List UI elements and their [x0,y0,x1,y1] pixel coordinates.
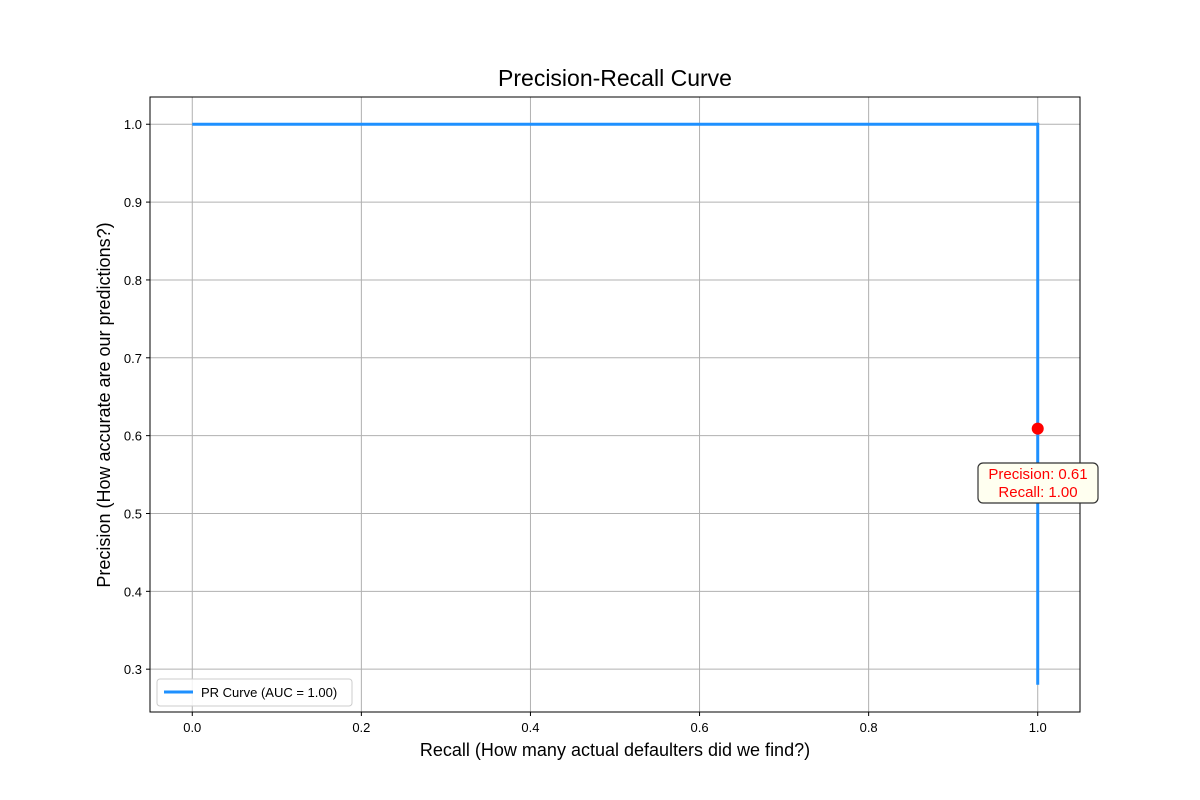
legend-label: PR Curve (AUC = 1.00) [201,685,337,700]
y-tick-label: 0.6 [124,429,142,444]
x-tick-label: 0.4 [521,720,539,735]
y-tick-label: 0.7 [124,351,142,366]
y-tick-label: 0.3 [124,662,142,677]
x-tick-label: 0.8 [860,720,878,735]
plot-area-frame [149,96,1081,713]
legend: PR Curve (AUC = 1.00) [156,678,353,707]
annotation-background [977,462,1099,504]
x-tick-label: 0.6 [691,720,709,735]
y-tick-label: 0.9 [124,195,142,210]
chart-title: Precision-Recall Curve [498,65,732,91]
y-tick-label: 0.8 [124,273,142,288]
x-axis-title: Recall (How many actual defaulters did w… [420,740,810,760]
x-tick-label: 0.2 [352,720,370,735]
x-tick-label: 0.0 [183,720,201,735]
annotation-box: Precision: 0.61 Recall: 1.00 [977,462,1099,504]
operating-point-marker [1031,422,1044,435]
y-tick-label: 0.4 [124,584,142,599]
annotation-precision-text: Precision: 0.61 [988,466,1087,483]
annotation-recall-text: Recall: 1.00 [998,484,1077,501]
legend-box [156,678,353,707]
axis-ticks: 0.0 0.2 0.4 0.6 0.8 1.0 0.3 0.4 0.5 0.6 0.7 0.8 0.9 1… [124,117,1047,735]
y-tick-label: 1.0 [124,117,142,132]
x-tick-label: 1.0 [1029,720,1047,735]
y-axis-title: Precision (How accurate are our predicti… [94,222,114,587]
y-tick-label: 0.5 [124,506,142,521]
